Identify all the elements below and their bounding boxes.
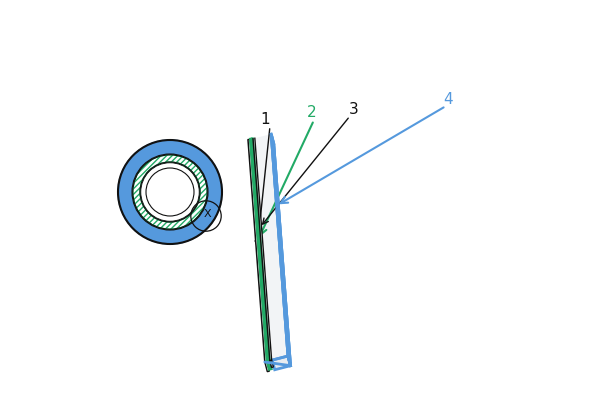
Polygon shape: [251, 139, 269, 361]
Polygon shape: [271, 134, 288, 356]
Circle shape: [146, 168, 194, 216]
Polygon shape: [265, 362, 269, 372]
Polygon shape: [256, 134, 288, 360]
Polygon shape: [271, 134, 290, 366]
Text: 4: 4: [443, 92, 453, 108]
Polygon shape: [248, 140, 267, 362]
Text: 3: 3: [349, 102, 359, 118]
Polygon shape: [253, 138, 272, 361]
Polygon shape: [272, 356, 290, 370]
Polygon shape: [271, 134, 290, 366]
Polygon shape: [270, 360, 274, 368]
Text: X: X: [204, 209, 211, 219]
Text: 1: 1: [260, 112, 270, 128]
Text: 2: 2: [307, 105, 317, 120]
Polygon shape: [268, 361, 271, 369]
Circle shape: [132, 154, 208, 230]
